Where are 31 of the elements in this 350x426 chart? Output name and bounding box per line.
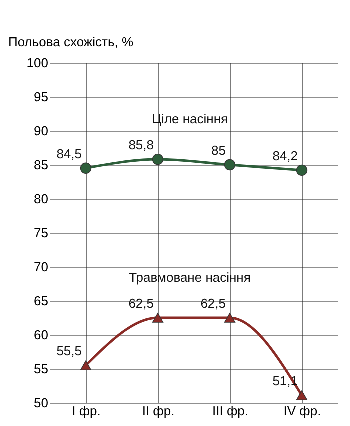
- y-tick-label: 50: [34, 396, 48, 410]
- y-tick-label: 65: [34, 294, 48, 308]
- y-tick-label: 70: [34, 260, 48, 274]
- point: [296, 164, 308, 176]
- data-label: 84,5: [56, 146, 82, 162]
- data-label: 85: [212, 143, 226, 158]
- x-tick-label: II фр.: [142, 404, 175, 418]
- x-tick-label: I фр.: [72, 404, 101, 418]
- y-tick-label: 95: [34, 90, 48, 104]
- data-label: 62,5: [200, 296, 226, 311]
- point: [296, 390, 308, 400]
- y-tick-label: 60: [34, 328, 48, 342]
- data-label: 55,5: [56, 344, 82, 359]
- point: [224, 313, 236, 323]
- point: [224, 159, 236, 171]
- y-tick-label: 75: [34, 226, 48, 240]
- point: [80, 360, 92, 370]
- data-label: 62,5: [128, 296, 154, 311]
- y-tick-label: 80: [34, 192, 48, 206]
- y-tick-label: 55: [34, 362, 48, 376]
- data-label: 84,2: [272, 148, 298, 164]
- point: [152, 154, 164, 166]
- y-axis-title: Польова схожість, %: [8, 34, 134, 50]
- x-tick-label: IV фр.: [284, 404, 322, 418]
- y-tick-label: 85: [34, 158, 48, 172]
- y-tick-label: 100: [26, 56, 48, 70]
- x-tick-label: III фр.: [212, 404, 248, 418]
- data-label: 85,8: [128, 138, 154, 153]
- point: [152, 313, 164, 323]
- y-tick-label: 90: [34, 124, 48, 138]
- point: [80, 162, 92, 174]
